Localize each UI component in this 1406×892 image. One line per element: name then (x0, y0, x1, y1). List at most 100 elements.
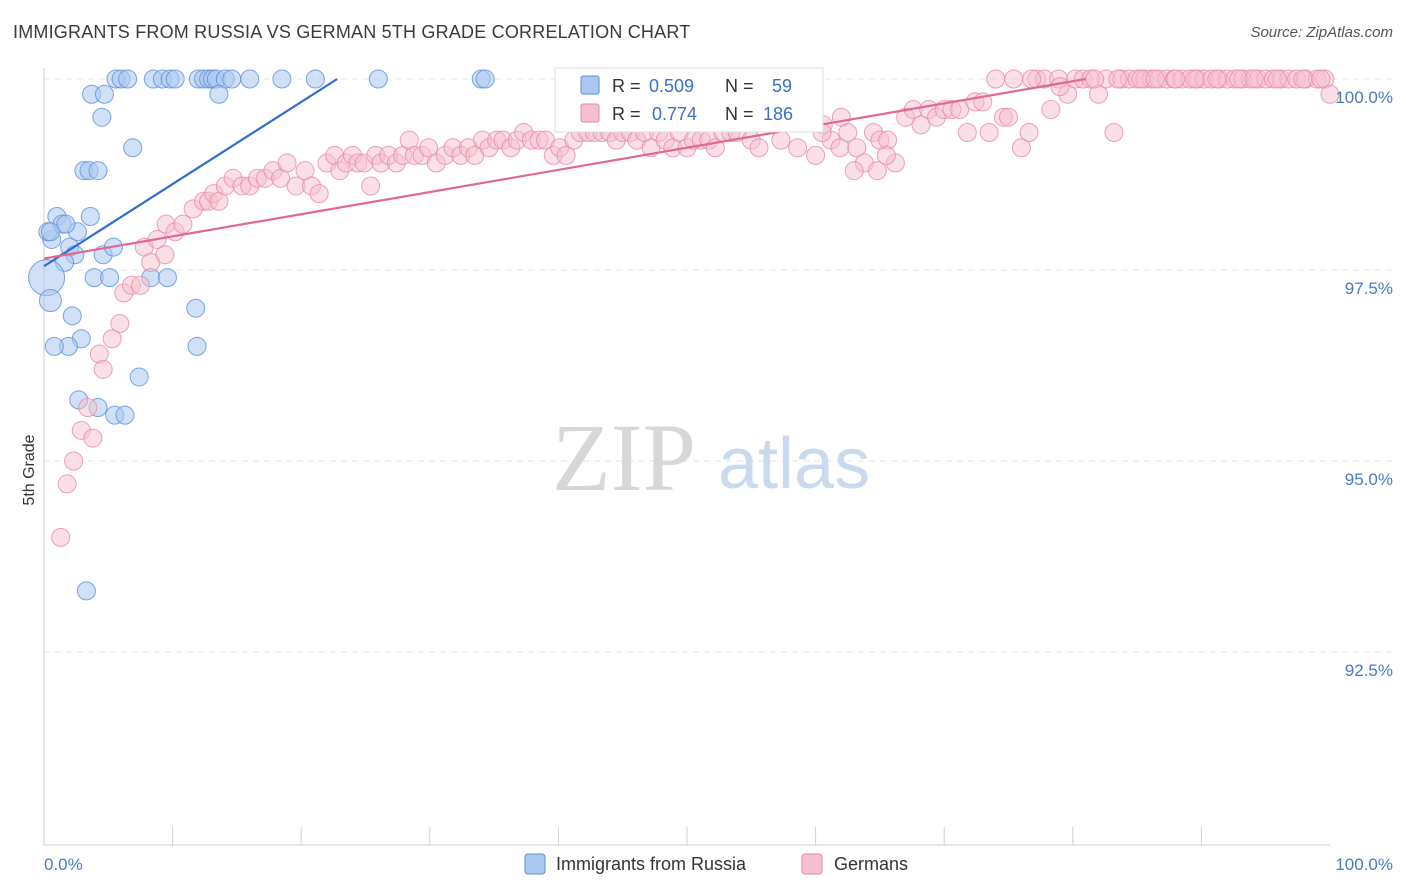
trend-lines (43, 77, 1086, 268)
germans-point-45 (361, 176, 381, 196)
russia-point-51 (44, 336, 64, 356)
russia-point-22 (209, 84, 229, 104)
russia-point-15 (272, 69, 292, 89)
y-tick-label-1: 97.5% (1345, 279, 1393, 298)
russia-point-24 (123, 138, 143, 158)
germans-point-5 (78, 398, 98, 418)
germans-point-183 (1145, 69, 1165, 89)
germans-point-126 (957, 122, 977, 142)
russia-point-2 (118, 69, 138, 89)
legend-label-germans: Germans (834, 854, 908, 874)
russia-point-13 (222, 69, 242, 89)
germans-point-178 (1022, 69, 1042, 89)
germans-point-107 (806, 145, 826, 165)
russia-point-23 (92, 107, 112, 127)
germans-point-184 (1166, 69, 1186, 89)
germans-point-19 (173, 214, 193, 234)
russia-point-52 (187, 336, 207, 356)
germans-point-174 (867, 161, 887, 181)
legend-swatch-russia (524, 853, 546, 875)
legend-label-russia: Immigrants from Russia (556, 854, 747, 874)
germans-point-144 (1104, 122, 1124, 142)
germans-point-185 (1185, 69, 1205, 89)
watermark: ZIP atlas (552, 404, 870, 511)
x-tick-label-max: 100.0% (1335, 855, 1393, 874)
trend-line-germans (43, 77, 1086, 260)
germans-point-2 (64, 451, 84, 471)
stats-n-label-2: N = (725, 104, 754, 124)
germans-point-180 (1085, 69, 1105, 89)
russia-point-29 (80, 207, 100, 227)
trend-line-russia (43, 78, 338, 268)
stats-swatch-pink (580, 103, 600, 123)
russia-point-45 (157, 268, 177, 288)
legend: Immigrants from Russia Germans (524, 853, 908, 875)
germans-point-7 (93, 359, 113, 379)
stats-r-value-1: 0.509 (649, 76, 694, 96)
germans-point-179 (1050, 77, 1070, 97)
russia-point-14 (240, 69, 260, 89)
germans-point-112 (847, 138, 867, 158)
stats-box-frame (554, 67, 824, 133)
germans-point-190 (1293, 69, 1313, 89)
germans-point-8 (102, 329, 122, 349)
y-tick-label-2: 95.0% (1345, 470, 1393, 489)
russia-point-48 (62, 306, 82, 326)
germans-point-16 (155, 245, 175, 265)
y-tick-label-0: 100.0% (1335, 88, 1393, 107)
axes (43, 68, 1330, 846)
germans-point-189 (1267, 69, 1287, 89)
stats-n-value-1: 59 (772, 76, 792, 96)
stats-box: R = 0.509 N = 59 R = 0.774 N = 186 (554, 67, 824, 133)
y-tick-label-3: 92.5% (1345, 661, 1393, 680)
russia-point-27 (88, 161, 108, 181)
germans-point-193 (831, 107, 851, 127)
germans-point-12 (130, 275, 150, 295)
germans-point-172 (1320, 84, 1340, 104)
stats-n-label-1: N = (725, 76, 754, 96)
germans-point-105 (788, 138, 808, 158)
germans-point-177 (999, 107, 1018, 127)
germans-point-73 (556, 145, 576, 165)
germans-point-4 (83, 428, 103, 448)
germans-point-54 (419, 138, 439, 158)
russia-point-16 (305, 69, 325, 89)
source-credit: Source: ZipAtlas.com (1250, 24, 1393, 41)
germans-point-176 (979, 122, 999, 142)
series-germans (51, 69, 1340, 547)
germans-point-173 (844, 161, 864, 181)
russia-point-46 (38, 289, 62, 313)
germans-point-188 (1244, 69, 1264, 89)
russia-point-6 (165, 69, 185, 89)
germans-point-131 (1004, 69, 1024, 89)
germans-point-191 (1311, 69, 1331, 89)
germans-point-103 (771, 130, 791, 150)
germans-point-129 (986, 69, 1006, 89)
germans-point-9 (110, 313, 130, 333)
germans-point-136 (1041, 100, 1061, 120)
legend-swatch-germans (801, 853, 823, 875)
x-tick-label-min: 0.0% (44, 855, 83, 874)
germans-point-33 (277, 153, 297, 173)
stats-n-value-2: 186 (763, 104, 793, 124)
gridlines (44, 78, 1393, 653)
russia-point-47 (186, 298, 206, 318)
stats-r-label-1: R = (612, 76, 641, 96)
germans-point-181 (1108, 69, 1128, 89)
germans-point-100 (749, 138, 769, 158)
germans-point-37 (309, 184, 329, 204)
y-tick-labels: 100.0% 97.5% 95.0% 92.5% (1335, 88, 1393, 680)
stats-r-label-2: R = (612, 104, 641, 124)
germans-point-133 (1019, 122, 1039, 142)
watermark-zip: ZIP (552, 404, 696, 511)
russia-point-17 (368, 69, 388, 89)
germans-point-186 (1207, 69, 1227, 89)
russia-point-32 (56, 214, 76, 234)
russia-point-19 (475, 69, 495, 89)
germans-point-120 (911, 115, 931, 135)
russia-point-57 (115, 405, 135, 425)
stats-r-value-2: 0.774 (652, 104, 697, 124)
russia-point-53 (129, 367, 149, 387)
germans-point-132 (1011, 138, 1031, 158)
